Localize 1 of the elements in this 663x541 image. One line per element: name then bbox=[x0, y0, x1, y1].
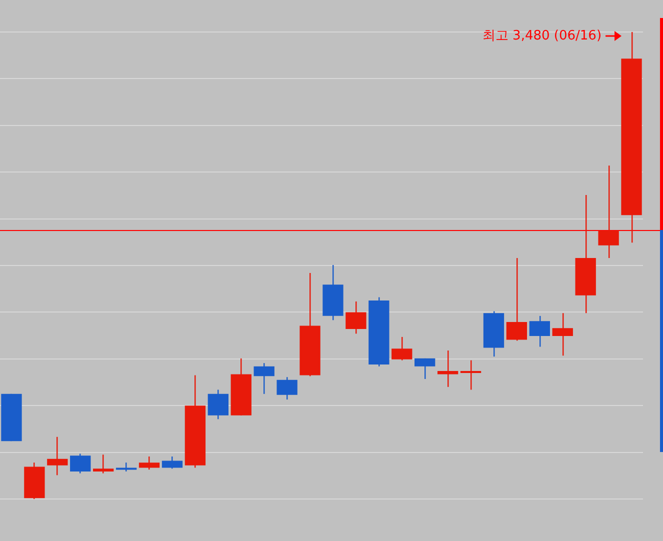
annotation: 최고 3,480 (06/16) bbox=[482, 28, 602, 44]
